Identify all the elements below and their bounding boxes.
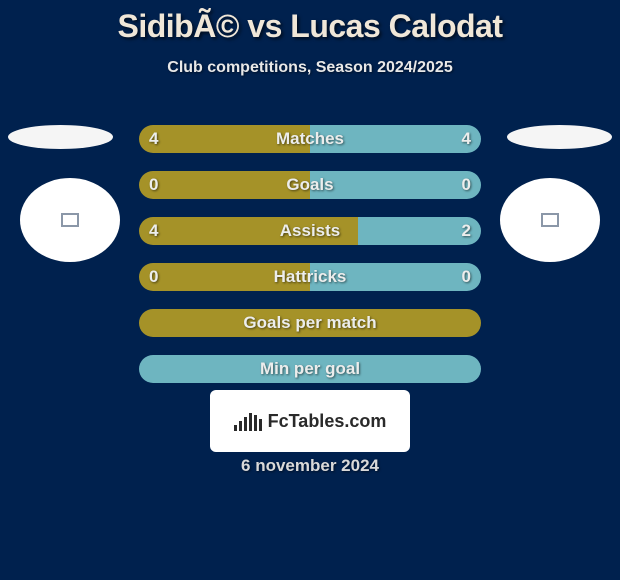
stat-row: 4 2 Assists xyxy=(139,217,481,245)
player-right-circle xyxy=(500,178,600,262)
player-right-ellipse xyxy=(507,125,612,149)
stat-value-right: 2 xyxy=(462,221,471,241)
stat-value-right: 0 xyxy=(462,175,471,195)
player-right-badge-icon xyxy=(541,213,559,227)
fctables-text: FcTables.com xyxy=(268,411,387,432)
stat-value-left: 0 xyxy=(149,267,158,287)
stat-label: Goals xyxy=(286,175,333,195)
stat-row: 0 0 Hattricks xyxy=(139,263,481,291)
stat-row: Goals per match xyxy=(139,309,481,337)
stat-value-right: 4 xyxy=(462,129,471,149)
stat-value-left: 4 xyxy=(149,221,158,241)
stat-label: Assists xyxy=(280,221,340,241)
stats-container: 4 4 Matches 0 0 Goals 4 2 Assists 0 0 Hattricks Goal… xyxy=(139,125,481,401)
date-text: 6 november 2024 xyxy=(241,456,379,476)
stat-row: Min per goal xyxy=(139,355,481,383)
stat-row: 0 0 Goals xyxy=(139,171,481,199)
fctables-logo: FcTables.com xyxy=(210,390,410,452)
stat-bar-right xyxy=(310,171,481,199)
subtitle: Club competitions, Season 2024/2025 xyxy=(0,59,620,77)
player-left-badge-icon xyxy=(61,213,79,227)
stat-value-left: 4 xyxy=(149,129,158,149)
page-title: SidibÃ© vs Lucas Calodat xyxy=(0,0,620,45)
player-left-circle xyxy=(20,178,120,262)
stat-label: Matches xyxy=(276,129,344,149)
fctables-bars-icon xyxy=(234,411,262,431)
stat-value-right: 0 xyxy=(462,267,471,287)
player-left-ellipse xyxy=(8,125,113,149)
stat-bar-left xyxy=(139,171,310,199)
stat-label: Hattricks xyxy=(274,267,347,287)
stat-label: Goals per match xyxy=(243,313,376,333)
stat-label: Min per goal xyxy=(260,359,360,379)
stat-value-left: 0 xyxy=(149,175,158,195)
stat-row: 4 4 Matches xyxy=(139,125,481,153)
